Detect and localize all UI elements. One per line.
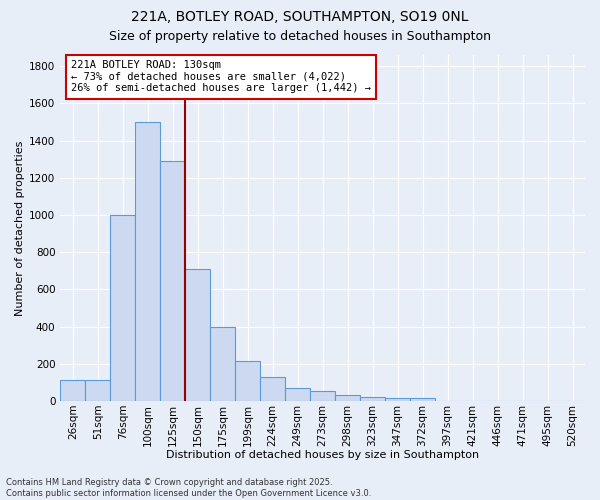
- Bar: [185, 269, 210, 401]
- Text: Contains HM Land Registry data © Crown copyright and database right 2025.
Contai: Contains HM Land Registry data © Crown c…: [6, 478, 371, 498]
- Text: Size of property relative to detached houses in Southampton: Size of property relative to detached ho…: [109, 30, 491, 43]
- X-axis label: Distribution of detached houses by size in Southampton: Distribution of detached houses by size …: [166, 450, 479, 460]
- Bar: [60, 380, 85, 401]
- Bar: [410, 398, 435, 401]
- Text: 221A, BOTLEY ROAD, SOUTHAMPTON, SO19 0NL: 221A, BOTLEY ROAD, SOUTHAMPTON, SO19 0NL: [131, 10, 469, 24]
- Y-axis label: Number of detached properties: Number of detached properties: [15, 140, 25, 316]
- Bar: [285, 388, 310, 401]
- Bar: [135, 122, 160, 401]
- Bar: [385, 398, 410, 401]
- Bar: [335, 396, 360, 401]
- Text: 221A BOTLEY ROAD: 130sqm
← 73% of detached houses are smaller (4,022)
26% of sem: 221A BOTLEY ROAD: 130sqm ← 73% of detach…: [71, 60, 371, 94]
- Bar: [85, 380, 110, 401]
- Bar: [360, 397, 385, 401]
- Bar: [260, 377, 285, 401]
- Bar: [210, 326, 235, 401]
- Bar: [160, 161, 185, 401]
- Bar: [310, 390, 335, 401]
- Bar: [110, 215, 135, 401]
- Bar: [235, 361, 260, 401]
